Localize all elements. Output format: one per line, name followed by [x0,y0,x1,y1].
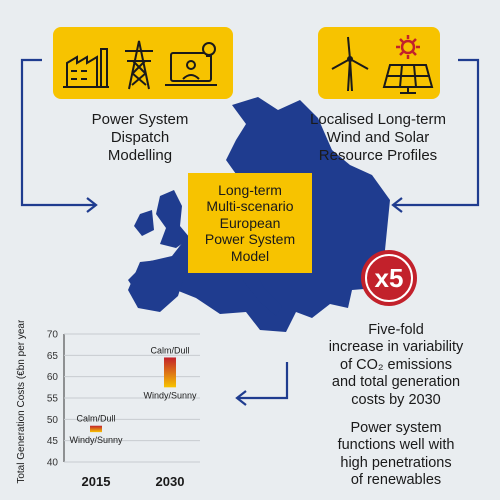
resource-label: Localised Long-term Wind and Solar Resou… [310,111,446,164]
range-low-label: Windy/Sunny [69,435,123,445]
arrow-left [20,58,95,207]
range-bar [164,357,176,388]
arrow-left-head [86,197,98,213]
map-italy [236,260,282,316]
x-tick-label: 2030 [156,474,185,489]
pylon-icon [125,40,153,90]
resource-icons-box [318,27,440,99]
cost-chart: Total Generation Costs (€bn per year) 40… [16,320,200,489]
range-high-label: Calm/Dull [150,345,189,355]
x-tick-label: 2015 [82,474,111,489]
wind-turbine-icon [331,36,369,92]
central-model-box: Long-term Multi-scenario European Power … [188,173,312,273]
y-tick-label: 70 [47,330,59,341]
laptop-lightbulb-icon [165,42,217,86]
y-tick-label: 45 [47,436,59,447]
y-tick-label: 40 [47,458,59,469]
map-iberia [128,258,186,312]
x5-badge: x5 [361,250,417,306]
y-tick-label: 65 [47,351,59,362]
arrow-right-head [391,197,403,213]
range-bar [90,425,102,433]
dispatch-label: Power System Dispatch Modelling [91,111,189,164]
y-tick-label: 55 [47,394,59,405]
factory-icon [63,48,109,88]
solar-panel-icon [382,64,434,94]
arrow-right [394,58,480,207]
variability-finding: Five-fold increase in variability of CO₂… [328,322,464,408]
y-axis-label: Total Generation Costs (€bn per year) [16,320,27,484]
y-tick-label: 60 [47,372,59,383]
map-ireland [134,210,154,236]
range-low-label: Windy/Sunny [143,390,197,400]
dispatch-icons-box [53,27,233,99]
map-britain [156,190,190,248]
y-tick-label: 50 [47,415,59,426]
range-high-label: Calm/Dull [76,414,115,424]
arrow-down-head [235,390,247,406]
sun-icon [396,35,420,59]
renewables-finding: Power system functions well with high pe… [337,420,455,489]
arrow-down [238,362,289,400]
